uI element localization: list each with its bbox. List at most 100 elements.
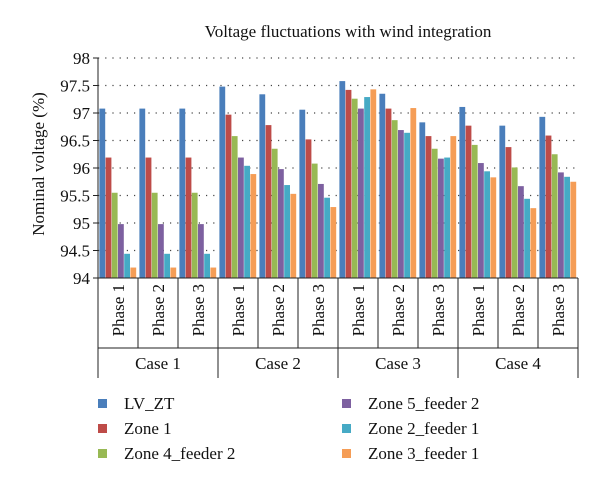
group-label: Case 2 (255, 354, 301, 373)
bar (145, 157, 152, 278)
bar (404, 132, 410, 278)
legend-swatch (98, 399, 107, 408)
bar (324, 197, 330, 278)
x-tick-label: Phase 3 (309, 284, 328, 336)
legend-label: Zone 1 (124, 419, 172, 438)
legend-label: Zone 4_feeder 2 (124, 444, 235, 463)
bar (450, 136, 457, 278)
bar (530, 208, 537, 278)
bar (318, 183, 324, 278)
bar (539, 116, 546, 278)
legend-swatch (342, 399, 351, 408)
bar (244, 165, 250, 278)
bar (130, 267, 137, 278)
x-tick-label: Phase 2 (509, 284, 528, 336)
bar (558, 172, 564, 278)
bar (238, 157, 244, 278)
y-tick-label: 95 (73, 214, 90, 233)
bar (364, 97, 370, 278)
bar (484, 171, 490, 278)
bars (99, 81, 577, 279)
y-axis-label: Nominal voltage (%) (29, 92, 48, 236)
bar (351, 98, 358, 278)
y-tick-label: 96 (73, 159, 90, 178)
bar (551, 154, 558, 278)
bar (410, 108, 417, 278)
bar (250, 174, 257, 278)
legend-swatch (342, 424, 351, 433)
bar (459, 106, 466, 278)
bar (444, 157, 450, 278)
bar (305, 139, 312, 278)
bar (265, 125, 272, 278)
legend-swatch (342, 449, 351, 458)
bar (158, 224, 164, 278)
bar (259, 94, 266, 278)
bar (345, 89, 352, 279)
legend-swatch (98, 424, 107, 433)
bar (118, 224, 124, 278)
bar (271, 148, 278, 278)
bar (170, 267, 177, 278)
bar (231, 136, 238, 278)
bar (385, 108, 392, 278)
bar (191, 192, 198, 278)
bar (518, 186, 524, 278)
bar (370, 89, 377, 278)
y-tick-label: 97.5 (60, 77, 90, 96)
bar (111, 192, 118, 278)
bar (438, 158, 444, 278)
y-tick-label: 96.5 (60, 132, 90, 151)
bar (465, 125, 472, 279)
bar (311, 163, 318, 278)
tick-labels: 94 94.5 95 95.5 96 96.5 97 97.5 98 Phase 1 Phase 2… (60, 49, 568, 373)
x-tick-label: Phase 3 (549, 284, 568, 336)
y-tick-label: 94.5 (60, 242, 90, 261)
bar (490, 177, 497, 278)
bar (499, 125, 506, 279)
bar (419, 122, 426, 278)
y-tick-label: 94 (73, 269, 91, 288)
y-tick-label: 97 (73, 104, 91, 123)
bar (139, 108, 146, 278)
bar (198, 224, 204, 278)
bar (505, 147, 512, 278)
bar (204, 253, 210, 278)
chart-title: Voltage fluctuations with wind integrati… (205, 22, 492, 41)
x-tick-label: Phase 2 (389, 284, 408, 336)
axes (93, 57, 579, 378)
bar (379, 93, 386, 278)
bar (290, 193, 297, 278)
bar (151, 192, 158, 278)
x-tick-label: Phase 1 (109, 284, 128, 336)
bar (225, 114, 232, 279)
legend-label: LV_ZT (124, 394, 175, 413)
x-tick-label: Phase 3 (189, 284, 208, 336)
bar (545, 135, 552, 278)
legend: LV_ZT Zone 5_feeder 2 Zone 1 Zone 2_feeder … (98, 394, 479, 463)
bar (179, 108, 186, 278)
legend-label: Zone 3_feeder 1 (368, 444, 479, 463)
group-label: Case 1 (135, 354, 181, 373)
bar (511, 167, 518, 278)
x-tick-label: Phase 3 (429, 284, 448, 336)
x-tick-label: Phase 1 (349, 284, 368, 336)
y-tick-label: 95.5 (60, 187, 90, 206)
bar (219, 86, 226, 278)
grid-lines (98, 57, 578, 252)
group-label: Case 3 (375, 354, 421, 373)
bar (471, 144, 478, 278)
x-tick-label: Phase 2 (269, 284, 288, 336)
legend-label: Zone 5_feeder 2 (368, 394, 479, 413)
bar (99, 108, 106, 278)
bar (284, 185, 290, 278)
bar (185, 157, 192, 278)
bar (391, 120, 398, 279)
bar (299, 109, 306, 278)
legend-label: Zone 2_feeder 1 (368, 419, 479, 438)
bar (398, 130, 404, 278)
legend-swatch (98, 449, 107, 458)
bar (564, 176, 570, 278)
bar (164, 253, 170, 278)
